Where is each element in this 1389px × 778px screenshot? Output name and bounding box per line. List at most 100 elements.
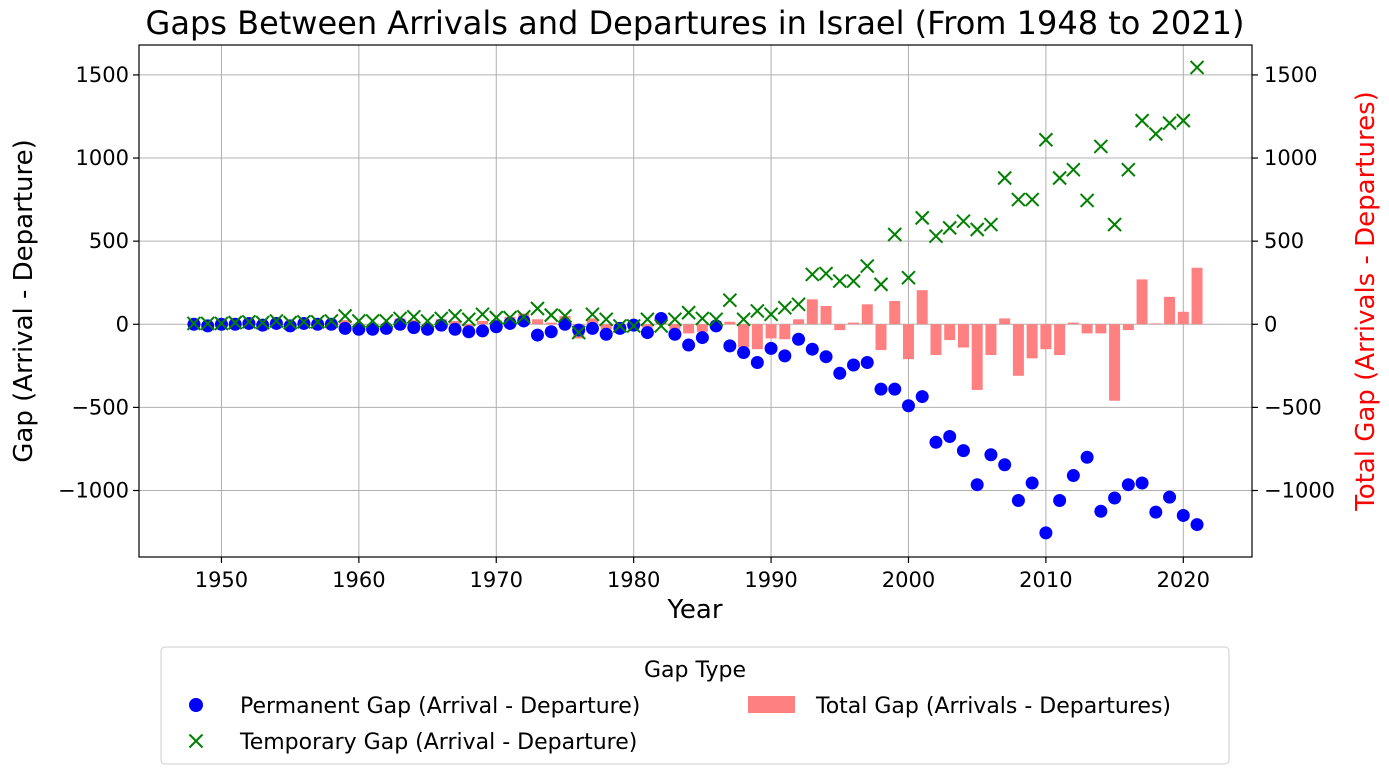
permanent-gap-point: [737, 346, 751, 360]
permanent-gap-point: [311, 317, 325, 331]
temporary-gap-point: [915, 210, 930, 226]
permanent-gap-point: [695, 331, 709, 345]
permanent-gap-point: [901, 399, 915, 413]
temporary-gap-point: [901, 270, 916, 285]
temporary-gap-point: [310, 314, 325, 329]
temporary-gap-point: [873, 277, 889, 292]
x-tick-label: 2000: [882, 568, 935, 592]
permanent-gap-point: [778, 349, 792, 363]
y-tick-label: 1000: [76, 146, 129, 170]
y-right-tick-label: 500: [1264, 229, 1304, 253]
total-gap-bar: [944, 324, 956, 341]
total-gap-bar: [806, 299, 818, 325]
temporary-gap-point: [379, 313, 394, 329]
permanent-gap-point: [201, 319, 215, 333]
temporary-gap-point: [324, 313, 339, 329]
legend-label-temporary: Temporary Gap (Arrival - Departure): [239, 730, 637, 755]
total-gap-bar: [848, 322, 860, 325]
temporary-gap-point: [530, 301, 545, 316]
temporary-gap-point: [447, 308, 463, 324]
total-gap-bar: [600, 324, 612, 330]
permanent-gap-point: [242, 316, 256, 330]
temporary-gap-point: [1011, 192, 1026, 207]
total-gap-bar: [1026, 324, 1038, 359]
total-gap-bar: [724, 321, 736, 325]
temporary-gap-point: [1189, 60, 1205, 75]
total-gap-bar: [1054, 324, 1066, 356]
total-gap-bar: [834, 324, 846, 331]
permanent-gap-point: [750, 356, 764, 370]
permanent-gap-point: [283, 319, 297, 333]
temporary-gap-point: [791, 297, 806, 312]
permanent-gap-point: [654, 311, 668, 325]
temporary-gap-point: [846, 273, 861, 289]
temporary-gap-point: [777, 300, 793, 315]
legend: Gap Type Permanent Gap (Arrival - Depart…: [160, 646, 1230, 765]
total-gap-bar: [1136, 279, 1148, 325]
temporary-gap-point: [557, 308, 573, 324]
y-right-tick-label: 0: [1264, 312, 1277, 336]
total-gap-bar: [889, 301, 901, 325]
y-axis-label: Gap (Arrival - Departure): [9, 139, 39, 462]
temporary-gap-point: [997, 170, 1012, 186]
y-tick-label: −1000: [58, 479, 129, 503]
permanent-gap-point: [407, 321, 421, 335]
temporary-gap-point: [860, 258, 875, 274]
permanent-gap-point: [723, 339, 737, 353]
temporary-gap-point: [942, 220, 957, 236]
permanent-gap-point: [1066, 469, 1080, 483]
permanent-gap-point: [943, 429, 957, 443]
temporary-gap-point: [406, 309, 422, 324]
temporary-gap-point: [887, 227, 902, 242]
legend-frame: [160, 646, 1230, 765]
permanent-gap-point: [915, 390, 929, 404]
permanent-gap-point: [1053, 493, 1067, 507]
legend-title: Gap Type: [644, 658, 746, 683]
permanent-gap-point: [764, 341, 778, 355]
chart-title: Gaps Between Arrivals and Departures in …: [146, 4, 1245, 42]
temporary-gap-point: [653, 318, 669, 334]
temporary-gap-point: [818, 266, 834, 281]
x-tick-label: 1980: [607, 568, 660, 592]
permanent-gap-point: [956, 444, 970, 458]
legend-marker-temporary: [188, 733, 204, 749]
temporary-gap-point: [736, 312, 751, 327]
y-tick-label: −500: [71, 395, 129, 419]
x-tick-label: 1950: [195, 568, 248, 592]
total-gap-bar: [1177, 311, 1189, 325]
temporary-gap-point: [708, 312, 724, 327]
total-gap-bar: [779, 324, 791, 340]
temporary-gap-point: [956, 214, 971, 229]
permanent-gap-point: [792, 332, 806, 346]
total-gap-bar: [1150, 323, 1162, 325]
temporary-gap-point: [763, 307, 779, 322]
permanent-gap-point: [434, 318, 448, 332]
permanent-points-layer: [187, 311, 1204, 540]
permanent-gap-point: [558, 317, 572, 331]
temporary-gap-point: [585, 307, 600, 322]
temporary-gap-point: [255, 315, 270, 330]
temporary-gap-point: [1052, 170, 1067, 186]
permanent-gap-point: [421, 322, 435, 336]
total-gap-bar: [449, 320, 461, 325]
legend-label-permanent: Permanent Gap (Arrival - Departure): [240, 694, 640, 719]
permanent-gap-point: [379, 321, 393, 335]
permanent-gap-point: [805, 342, 819, 356]
temporary-gap-point: [640, 312, 655, 327]
grid-layer: [139, 45, 1252, 557]
total-gap-bar: [738, 324, 750, 348]
permanent-gap-point: [1176, 508, 1190, 522]
temporary-gap-point: [296, 314, 312, 329]
temporary-gap-point: [1121, 162, 1136, 177]
total-gap-bar: [793, 319, 805, 325]
temporary-gap-point: [420, 313, 435, 329]
temporary-gap-point: [269, 313, 284, 329]
temporary-gap-point: [612, 318, 628, 334]
y-tick-label: 0: [116, 312, 129, 336]
temporary-gap-point: [571, 325, 586, 340]
total-gap-bar: [586, 318, 598, 325]
total-gap-bar: [1122, 324, 1134, 331]
permanent-gap-point: [860, 356, 874, 370]
permanent-gap-point: [613, 321, 627, 335]
